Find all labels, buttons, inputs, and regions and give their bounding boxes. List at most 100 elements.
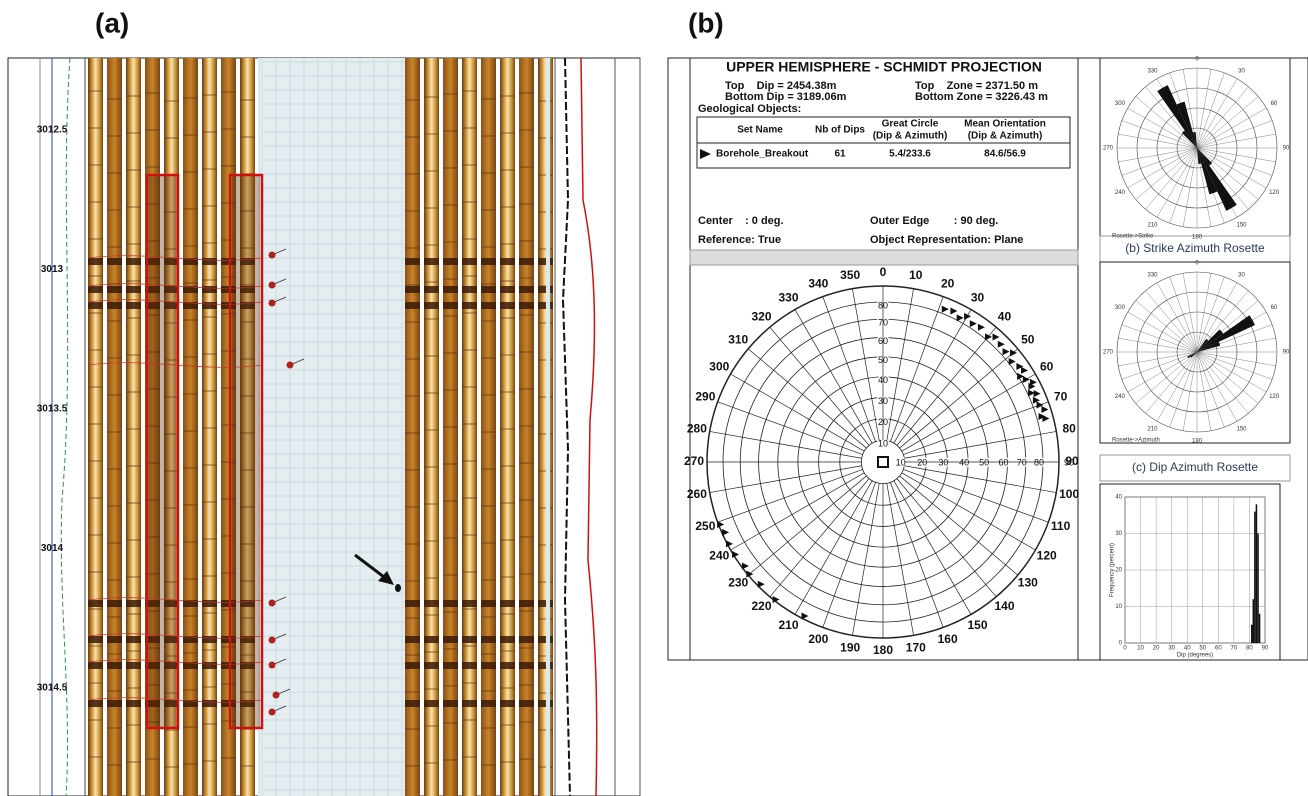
texture [221,720,236,722]
pole [1032,396,1040,404]
texture [221,276,236,278]
azimuth-label: 260 [687,487,707,501]
depth-label: 3014.5 [37,683,68,694]
texture [500,132,515,134]
rosette-petal [1197,148,1218,195]
strip-gap [546,58,550,796]
texture [240,469,255,471]
azimuth-label: 40 [998,309,1012,323]
dark-zone [232,175,260,728]
dark-band [107,258,122,265]
dark-band [424,636,439,643]
texture [202,464,217,466]
texture [221,461,236,463]
dark-band [462,286,477,293]
tadpole [395,584,401,592]
texture [519,240,534,242]
texture [183,356,198,358]
rosette-label: 270 [1103,350,1114,356]
dark-band [126,662,141,669]
tadpole [268,636,276,644]
texture [462,645,477,647]
azimuth-label: 340 [808,277,828,291]
rosette-spoke [1196,147,1276,163]
rosette-spoke [1121,120,1198,149]
dark-band [519,700,534,707]
texture [183,467,198,469]
azimuth-spoke [717,401,863,455]
dark-band [519,662,534,669]
rosette-caption: (b) Strike Azimuth Rosette [1125,241,1265,255]
image-strip [107,58,122,796]
azimuth-label: 310 [728,333,748,347]
texture [202,612,217,614]
dark-band [164,600,179,607]
dark-band [462,258,477,265]
texture [126,206,141,208]
texture [443,537,458,539]
dark-band [443,636,458,643]
pole [1017,372,1025,380]
texture [481,357,496,359]
texture [519,721,534,723]
texture [145,388,160,390]
rosette-spoke [1121,324,1198,353]
texture [88,127,103,129]
azimuth-label: 290 [695,390,715,404]
dark-band [405,258,420,265]
texture [500,576,515,578]
grid-track [262,58,405,796]
rosette-spoke [1196,351,1276,367]
dark-band [424,662,439,669]
azimuth-spoke [904,465,1057,493]
rosette-spoke [1196,282,1238,353]
texture [240,395,255,397]
texture [519,499,534,501]
rosette-spoke [1145,351,1198,414]
texture [519,129,534,131]
dark-band [538,286,553,293]
texture [443,759,458,761]
dark-band [424,286,439,293]
texture [424,170,439,172]
dark-band [126,636,141,643]
texture [519,425,534,427]
pole [1021,366,1029,374]
dark-band [424,258,439,265]
rosette-spoke [1169,276,1198,353]
azimuth-spoke [901,373,1036,452]
texture [405,358,420,360]
dark-band [538,258,553,265]
texture [538,692,553,694]
texture [221,128,236,130]
y-tick-label: 20 [1115,568,1122,574]
texture [424,392,439,394]
azimuth-label: 130 [1018,576,1038,590]
image-strip [443,58,458,796]
x-tick-label: 60 [1215,646,1222,652]
dark-band [240,700,255,707]
texture [405,543,420,545]
tadpole [268,251,276,259]
texture [443,426,458,428]
pole [1022,376,1030,384]
azimuth-label: 70 [1054,390,1068,404]
azimuth-spoke [903,401,1049,455]
texture [183,689,198,691]
sine-trace [87,697,263,703]
azimuth-label: 220 [751,599,771,613]
texture [481,431,496,433]
texture [424,577,439,579]
table-header: Mean Orientation [964,119,1046,130]
pole [1033,390,1041,398]
texture [164,433,179,435]
dark-band [538,600,553,607]
dark-band [202,258,217,265]
azimuth-spoke [890,482,944,628]
texture [500,650,515,652]
rosette-label: 210 [1147,223,1158,229]
texture [481,98,496,100]
texture [240,247,255,249]
texture [462,534,477,536]
dark-band [405,600,420,607]
